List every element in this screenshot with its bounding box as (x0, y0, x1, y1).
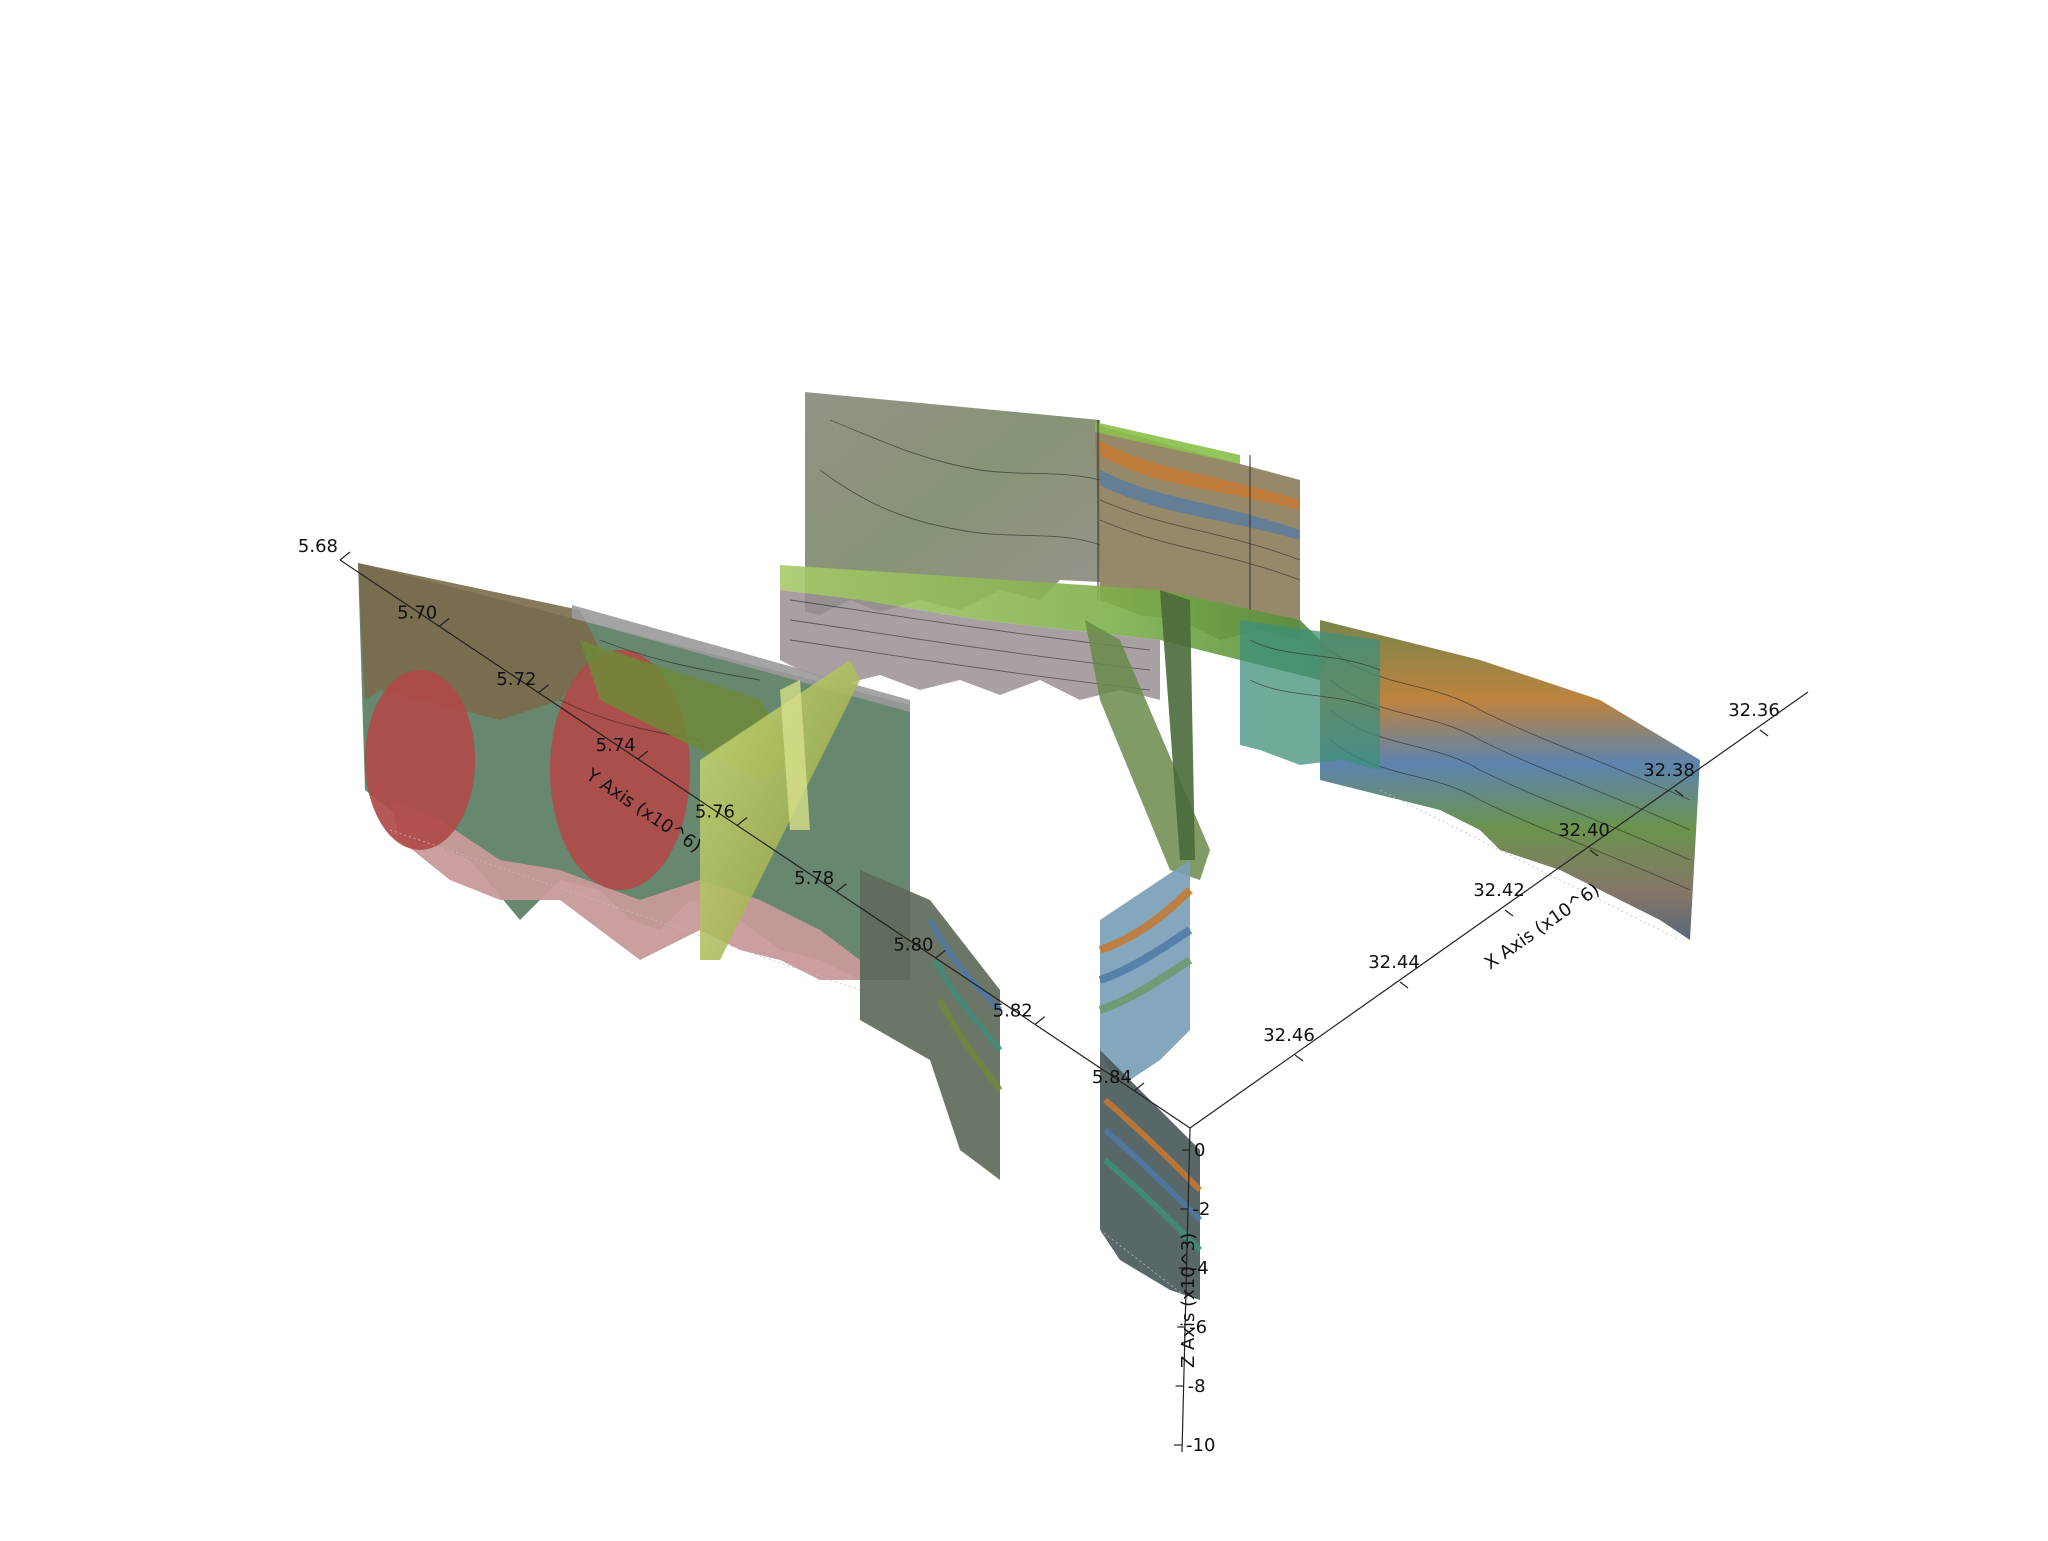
x-axis-line (1189, 691, 1809, 1129)
right-stratified-cross-section[interactable] (1240, 620, 1700, 940)
front-middle-cross-section[interactable] (1098, 860, 1203, 1300)
z-axis-tick-label: 0 (1194, 1140, 1205, 1161)
z-axis-tick-label: -2 (1192, 1199, 1210, 1220)
green-band-cross-section[interactable] (780, 565, 1330, 700)
y-axis-line (339, 559, 1191, 1129)
x-axis-tick-label: 32.36 (1728, 700, 1780, 721)
x-axis-tick-label: 32.46 (1263, 1025, 1315, 1046)
z-axis-ticks: 0 -2 -4 -6 -8 -10 (1174, 1140, 1215, 1456)
y-axis-tick-mark (538, 684, 549, 694)
slanted-fault-panels[interactable] (700, 590, 1210, 960)
cross-sections[interactable] (358, 392, 1700, 1301)
section-outlines (389, 789, 1681, 1301)
y-axis-tick-label: 5.78 (794, 868, 834, 889)
y-axis-tick-mark (835, 883, 847, 893)
x-axis-tick-label: 32.42 (1473, 880, 1525, 901)
y-axis-tick-label: 5.76 (695, 802, 735, 823)
x-axis-tick-mark (1294, 1054, 1304, 1062)
x-axis-tick-mark (1399, 981, 1409, 989)
y-axis-tick-label: 5.82 (993, 1001, 1033, 1022)
x-axis-tick-label: 32.40 (1558, 820, 1610, 841)
y-axis-tick-label: 5.84 (1092, 1067, 1132, 1088)
z-axis-title: Z Axis (x10^3) (1178, 1233, 1199, 1368)
y-axis-tick-label: 5.70 (397, 602, 437, 623)
y-axis-tick-label: 5.74 (596, 735, 636, 756)
y-axis-tick-mark (736, 817, 748, 826)
x-axis-ticks: 32.36 32.38 32.40 32.42 32.44 32.46 (1263, 700, 1780, 1062)
y-axis-tick-label: 5.72 (496, 669, 536, 690)
front-left-cross-section[interactable] (860, 870, 1003, 1180)
y-axis-tick-mark (637, 750, 649, 760)
y-axis-tick-label: 5.68 (298, 536, 338, 557)
z-axis-tick-label: -10 (1186, 1435, 1215, 1456)
x-axis-tick-mark (1759, 729, 1769, 737)
z-axis-tick-label: -4 (1191, 1258, 1209, 1279)
z-axis-tick-label: -8 (1188, 1376, 1206, 1397)
x-axis-tick-mark (1504, 909, 1514, 917)
z-axis-line (1181, 1127, 1191, 1453)
y-axis-tick-mark (339, 551, 351, 561)
y-axis-tick-mark (935, 949, 946, 959)
x-axis-tick-label: 32.38 (1643, 760, 1695, 781)
x-axis-tick-mark (1589, 849, 1599, 857)
y-axis-tick-mark (438, 617, 450, 627)
y-axis-ticks: 5.68 5.70 5.72 5.74 5.76 5.78 5.80 5.82 5.84 (298, 536, 1145, 1092)
y-axis-tick-mark (1034, 1016, 1046, 1026)
y-axis-tick-label: 5.80 (893, 934, 933, 955)
back-cross-section[interactable] (805, 392, 1301, 640)
y-axis-tick-mark (1133, 1082, 1145, 1092)
x-axis-tick-mark (1674, 789, 1684, 797)
x-axis-tick-label: 32.44 (1368, 952, 1420, 973)
z-axis-tick-label: -6 (1189, 1317, 1207, 1338)
